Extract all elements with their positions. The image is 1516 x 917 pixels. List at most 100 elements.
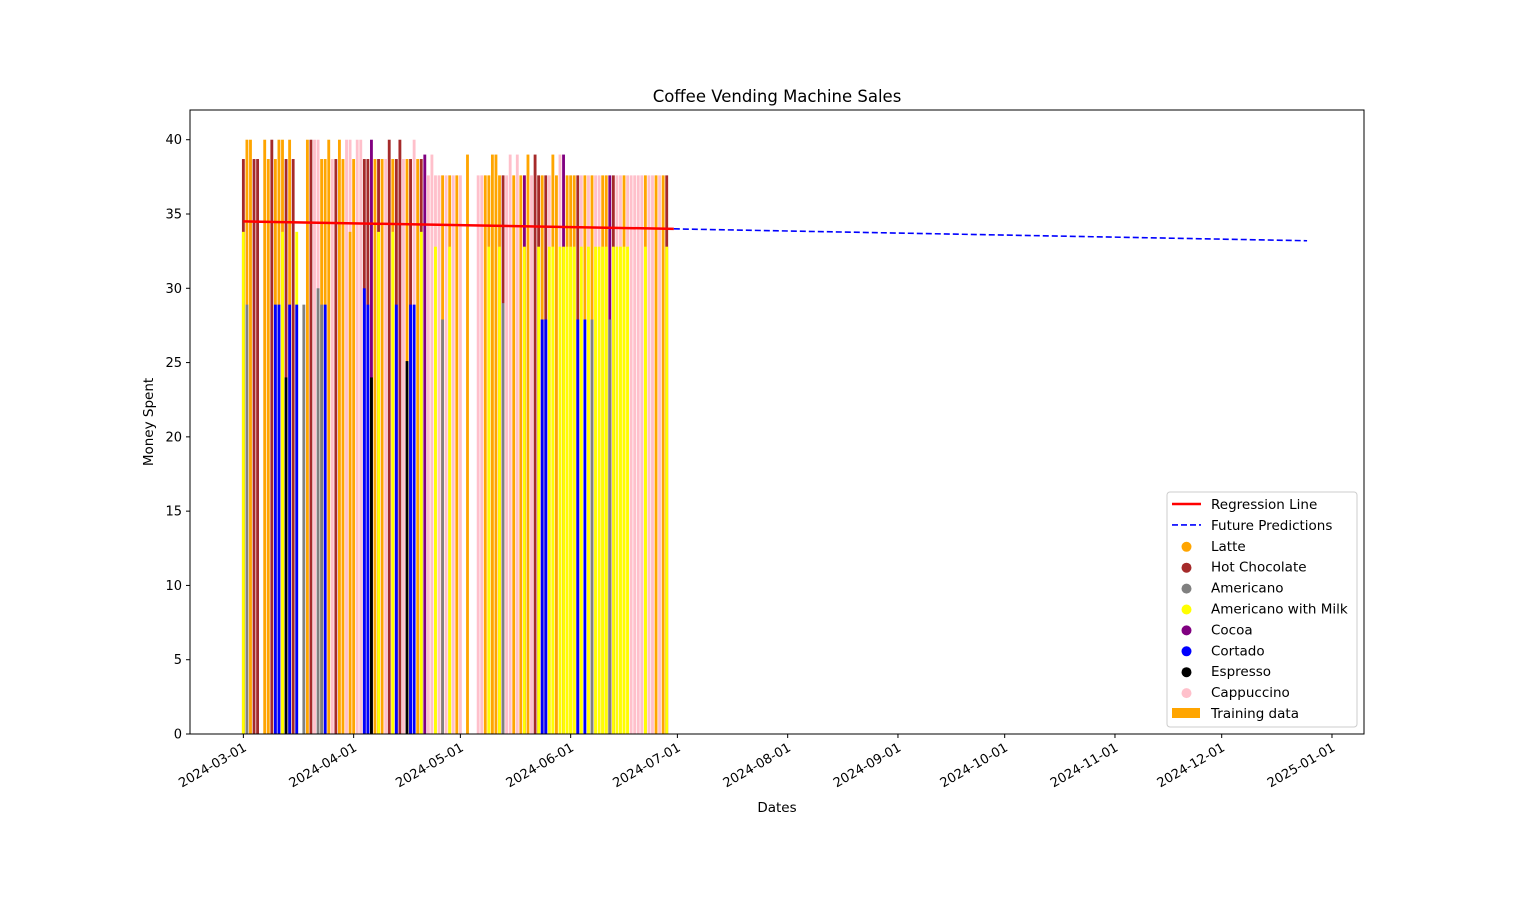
bar-2024-05-03-latte xyxy=(466,154,469,735)
bar-2024-05-19-americano-with-milk xyxy=(522,246,526,734)
legend-label-cocoa: Cocoa xyxy=(1211,622,1253,638)
bar-2024-06-01-americano-with-milk xyxy=(569,246,573,734)
bar-2024-06-06-americano-with-milk xyxy=(587,246,590,734)
bar-2024-06-09-americano-with-milk xyxy=(597,246,601,734)
legend-swatch-latte xyxy=(1181,541,1192,552)
bar-2024-03-18-americano xyxy=(302,304,306,734)
bar-2024-04-12-americano-with-milk xyxy=(391,231,395,735)
bar-2024-06-04-americano-with-milk xyxy=(579,246,583,734)
bar-2024-05-23-americano-with-milk xyxy=(537,246,541,734)
y-axis-title: Money Spent xyxy=(141,378,157,466)
legend-swatch-cortado xyxy=(1181,646,1192,657)
bar-2024-06-12-americano xyxy=(608,319,612,734)
bar-2024-05-12-americano-with-milk xyxy=(498,246,501,734)
y-tick-label: 40 xyxy=(165,133,182,148)
bar-2024-06-17-americano-with-milk xyxy=(626,246,630,734)
bar-2024-05-29-americano-with-milk xyxy=(558,246,562,734)
bar-2024-05-27-americano-with-milk xyxy=(551,246,555,734)
bar-2024-06-27-latte xyxy=(661,175,665,734)
bar-2024-05-16-latte xyxy=(512,175,516,734)
bar-2024-03-04-hot-chocolate xyxy=(252,159,256,734)
bar-2024-04-04-cortado xyxy=(362,288,366,734)
legend-swatch-americano xyxy=(1181,583,1192,594)
bar-2024-06-08-americano-with-milk xyxy=(594,246,597,734)
bar-2024-06-13-americano-with-milk xyxy=(611,246,615,734)
bar-2024-06-24-cappuccino xyxy=(651,175,654,734)
bar-2024-05-17-cappuccino xyxy=(515,154,519,735)
bar-2024-05-24-cortado xyxy=(540,319,544,734)
bar-2024-06-25-latte xyxy=(654,175,658,734)
bar-2024-04-06-espresso xyxy=(370,377,373,734)
bar-2024-03-16-cortado xyxy=(295,304,299,734)
bar-2024-05-18-latte xyxy=(519,175,523,734)
bar-2024-04-13-cortado xyxy=(394,304,398,734)
bar-2024-03-26-cappuccino xyxy=(330,159,334,734)
bar-2024-03-13-espresso xyxy=(284,377,288,734)
bar-2024-03-24-cortado xyxy=(323,304,327,734)
y-tick-label: 30 xyxy=(165,282,182,297)
bar-2024-06-11-americano-with-milk xyxy=(604,246,608,734)
bar-2024-04-08-americano-with-milk xyxy=(377,231,380,735)
bar-2024-06-05-cortado xyxy=(583,319,587,734)
bar-2024-04-27-cappuccino xyxy=(444,175,448,734)
bar-2024-04-03-cappuccino xyxy=(359,139,363,734)
bar-2024-06-03-cortado xyxy=(576,319,580,734)
bar-2024-05-08-latte xyxy=(483,175,487,734)
bar-2024-05-30-americano-with-milk xyxy=(562,246,565,734)
bar-2024-05-26-americano-with-milk xyxy=(547,246,551,734)
legend-swatch-espresso xyxy=(1181,667,1192,678)
bar-2024-03-23-americano xyxy=(320,304,324,734)
legend-label-future-predictions: Future Predictions xyxy=(1211,518,1332,534)
bar-2024-03-12-americano-with-milk xyxy=(281,231,284,735)
bar-2024-05-28-latte xyxy=(555,175,558,734)
bar-2024-06-18-cappuccino xyxy=(629,175,633,734)
x-axis-title: Dates xyxy=(757,800,796,816)
bar-2024-04-28-americano-with-milk xyxy=(448,246,452,734)
bar-2024-03-28-latte xyxy=(337,139,341,734)
chart-title: Coffee Vending Machine Sales xyxy=(653,87,902,106)
bar-2024-06-02-americano-with-milk xyxy=(572,246,576,734)
bar-2024-03-08-latte xyxy=(266,159,270,734)
y-tick-label: 5 xyxy=(174,653,182,668)
regression-line xyxy=(243,220,674,231)
bar-2024-06-14-americano-with-milk xyxy=(615,246,619,734)
bar-2024-06-23-cappuccino xyxy=(647,175,651,734)
bar-2024-04-05-cortado xyxy=(366,304,370,734)
bar-2024-04-29-cappuccino xyxy=(451,175,455,734)
bar-2024-06-28-americano-with-milk xyxy=(665,246,669,734)
bar-2024-04-18-cortado xyxy=(412,304,416,734)
bar-2024-03-11-cortado xyxy=(277,304,281,734)
legend-label-americano: Americano xyxy=(1211,581,1284,597)
bar-2024-03-25-latte xyxy=(327,139,331,734)
legend-label-training-data: Training data xyxy=(1210,706,1299,722)
bar-2024-06-21-cappuccino xyxy=(640,175,644,734)
bar-2024-04-01-latte xyxy=(352,159,356,734)
bar-2024-05-20-latte xyxy=(526,154,530,735)
bar-2024-05-09-americano-with-milk xyxy=(487,246,491,734)
legend-label-americano-with-milk: Americano with Milk xyxy=(1211,602,1348,618)
bar-2024-04-16-espresso xyxy=(405,361,409,734)
bar-2024-05-13-americano xyxy=(501,303,505,734)
legend-label-regression-line: Regression Line xyxy=(1211,497,1317,513)
y-axis: 0 5 10 15 20 25 30 35 40 xyxy=(165,133,190,743)
bar-2024-04-09-latte xyxy=(380,159,384,734)
bar-2024-03-21-cappuccino xyxy=(313,139,316,734)
bar-2024-05-14-cappuccino xyxy=(505,175,509,734)
bar-2024-06-15-americano-with-milk xyxy=(619,246,622,734)
bar-2024-03-31-latte xyxy=(348,231,352,735)
legend-label-latte: Latte xyxy=(1211,539,1246,555)
bar-2024-03-10-cortado xyxy=(273,304,277,734)
bar-2024-04-07-latte xyxy=(373,159,377,734)
bar-2024-04-14-hot-chocolate xyxy=(398,139,402,734)
bar-2024-04-02-cappuccino xyxy=(355,139,359,734)
bar-2024-06-26-cappuccino xyxy=(658,175,662,734)
y-tick-label: 0 xyxy=(174,728,182,743)
bar-2024-03-05-hot-chocolate xyxy=(256,159,260,734)
legend-label-cappuccino: Cappuccino xyxy=(1211,685,1290,701)
bar-2024-03-19-latte xyxy=(305,139,309,734)
bar-2024-04-15-cappuccino xyxy=(402,159,405,734)
bar-2024-03-22-americano xyxy=(316,288,320,734)
bar-2024-03-29-latte xyxy=(341,159,345,734)
bar-2024-03-15-hot-chocolate xyxy=(291,159,295,734)
